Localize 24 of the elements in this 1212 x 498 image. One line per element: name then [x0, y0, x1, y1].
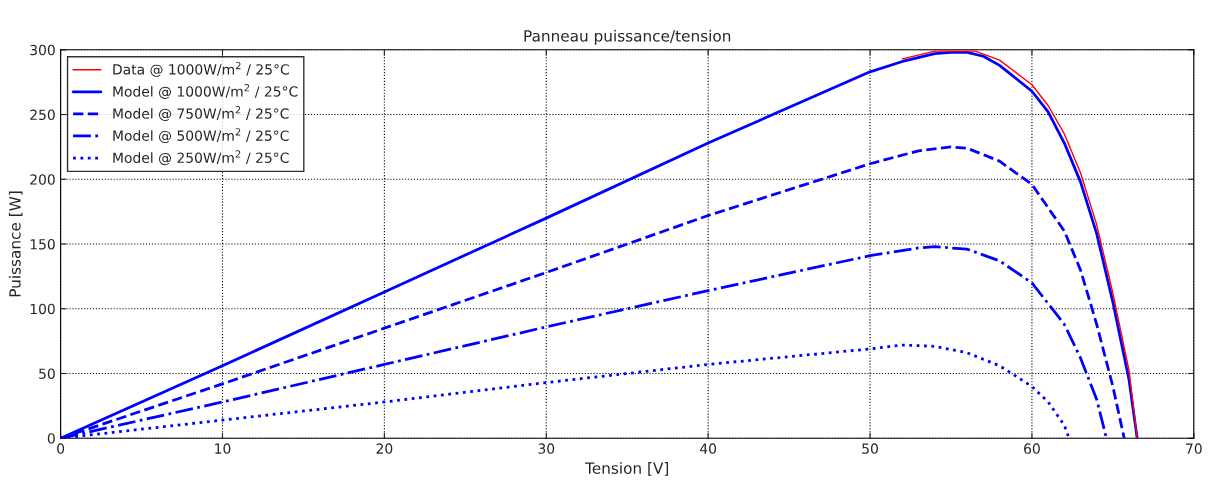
- chart-title: Panneau puissance/tension: [524, 29, 731, 45]
- y-tick-label: 250: [30, 109, 55, 121]
- line-series: [901, 50, 1138, 439]
- legend-label: Model @ 750W/m$^{2}$ / 25°C: [113, 106, 289, 122]
- x-tick-label: 50: [862, 443, 878, 454]
- y-tick-label: 200: [30, 174, 55, 185]
- x-tick-label: 20: [376, 443, 393, 454]
- x-axis-title: Tension [V]: [585, 462, 669, 476]
- legend-label: Model @ 250W/m$^{2}$ / 25°C: [113, 150, 289, 166]
- x-tick-label: 40: [700, 443, 717, 454]
- x-tick-label: 30: [538, 443, 555, 454]
- y-tick-label: 0: [47, 433, 55, 444]
- y-tick-label: 50: [39, 368, 55, 379]
- legend-label: Data @ 1000W/m$^{2}$ / 25°C: [113, 61, 289, 77]
- y-tick-label: 150: [30, 238, 55, 250]
- legend-label: Model @ 1000W/m$^{2}$ / 25°C: [113, 83, 298, 99]
- y-tick-label: 300: [30, 44, 55, 56]
- x-tick-label: 10: [215, 443, 231, 454]
- y-tick-label: 100: [30, 303, 55, 315]
- y-axis-title: Puissance [W]: [8, 191, 23, 297]
- x-tick-label: 60: [1024, 443, 1040, 454]
- legend-label: Model @ 500W/m$^{2}$ / 25°C: [113, 128, 289, 144]
- x-tick-label: 0: [57, 443, 65, 454]
- x-tick-label: 70: [1186, 443, 1202, 454]
